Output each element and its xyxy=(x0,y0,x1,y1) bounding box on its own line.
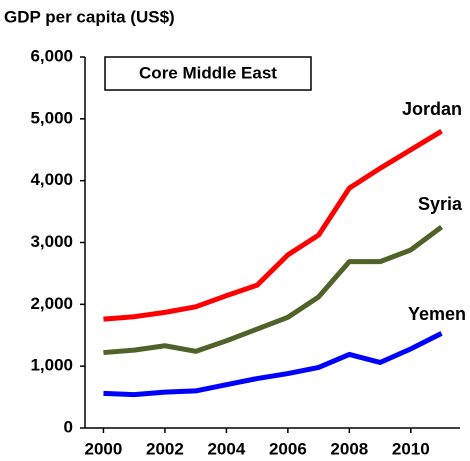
y-tick-label: 0 xyxy=(64,417,73,436)
series-line xyxy=(103,225,444,356)
y-tick-label: 3,000 xyxy=(30,232,73,251)
x-tick-label: 2002 xyxy=(146,439,184,458)
series-label: Yemen xyxy=(408,304,466,324)
y-tick-label: 5,000 xyxy=(30,108,73,127)
x-tick-label: 2010 xyxy=(392,439,430,458)
x-tick-label: 2008 xyxy=(330,439,368,458)
y-tick-label: 2,000 xyxy=(30,294,73,313)
series-label: Syria xyxy=(418,194,463,214)
y-tick-label: 6,000 xyxy=(30,46,73,65)
annotation-box xyxy=(104,56,312,91)
y-tick-label: 4,000 xyxy=(30,170,73,189)
chart-title: GDP per capita (US$) xyxy=(4,7,175,26)
x-tick-label: 2000 xyxy=(85,439,123,458)
x-tick-label: 2006 xyxy=(269,439,307,458)
series-label: Jordan xyxy=(402,99,462,119)
x-tick-label: 2004 xyxy=(207,439,245,458)
annotation: Core Middle East xyxy=(139,63,277,82)
y-tick-label: 1,000 xyxy=(30,356,73,375)
series-line xyxy=(103,129,443,322)
series-line xyxy=(103,331,443,398)
